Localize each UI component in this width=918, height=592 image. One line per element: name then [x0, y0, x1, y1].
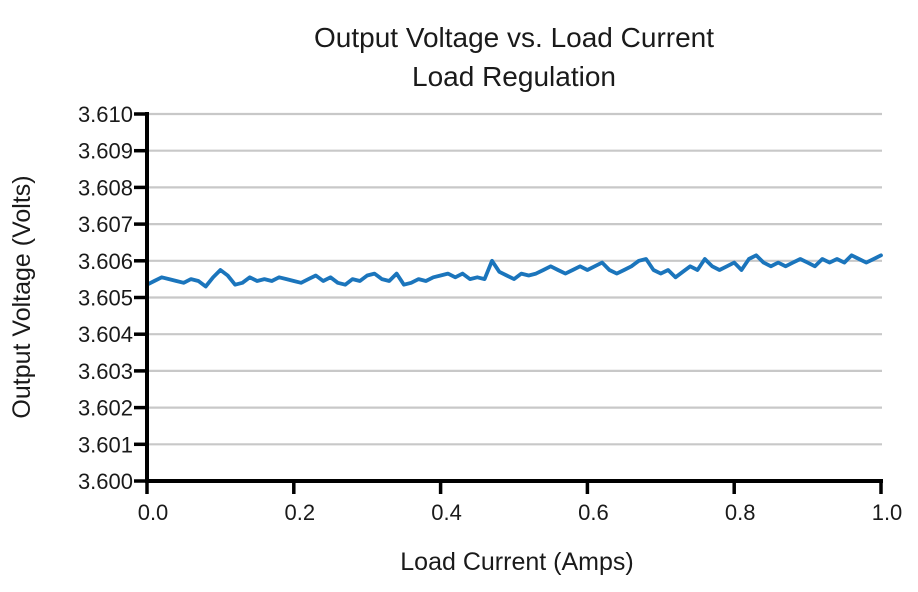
- data-series-group: [145, 253, 883, 289]
- x-tick-label: 1.0: [872, 500, 903, 525]
- y-tick-label: 3.600: [78, 469, 133, 494]
- y-tick-label: 3.608: [78, 175, 133, 200]
- x-tick-label: 0.0: [138, 500, 169, 525]
- y-axis-tick-labels: 3.600 3.601 3.602 3.603 3.604 3.605 3.606 3.607…: [78, 102, 133, 494]
- y-tick-label: 3.603: [78, 359, 133, 384]
- y-tick-label: 3.610: [78, 102, 133, 127]
- gridlines: [147, 112, 882, 483]
- y-tick-label: 3.604: [78, 322, 133, 347]
- y-tick-label: 3.607: [78, 212, 133, 237]
- x-tick-label: 0.2: [285, 500, 316, 525]
- x-tick-label: 0.4: [431, 500, 462, 525]
- data-line-output-voltage: [145, 253, 883, 289]
- x-tick-label: 0.6: [578, 500, 609, 525]
- x-axis-label: Load Current (Amps): [400, 548, 633, 576]
- x-axis-tick-labels: 0.0 0.2 0.4 0.6 0.8 1.0: [138, 500, 903, 525]
- y-tick-label: 3.602: [78, 396, 133, 421]
- y-tick-label: 3.605: [78, 286, 133, 311]
- chart-title: Output Voltage vs. Load Current: [314, 22, 714, 53]
- y-axis-label: Output Voltage (Volts): [8, 175, 36, 418]
- y-tick-label: 3.601: [78, 432, 133, 457]
- y-tick-label: 3.606: [78, 249, 133, 274]
- chart-subtitle: Load Regulation: [412, 61, 616, 92]
- y-tick-label: 3.609: [78, 139, 133, 164]
- x-tick-label: 0.8: [725, 500, 756, 525]
